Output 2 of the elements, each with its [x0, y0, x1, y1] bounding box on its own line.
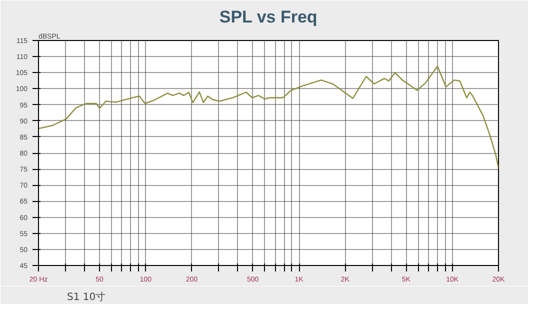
chart-title: SPL vs Freq — [219, 8, 318, 26]
text: S1 10寸 — [67, 290, 106, 304]
